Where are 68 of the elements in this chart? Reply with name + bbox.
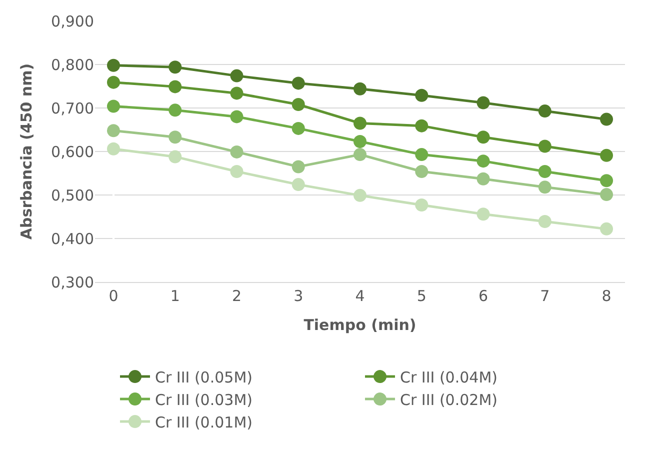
point [476, 96, 490, 110]
point [292, 98, 305, 112]
point [168, 80, 182, 94]
legend-label: Cr III (0.03M) [155, 390, 252, 409]
point [292, 122, 305, 135]
x-tick-label: 1 [170, 287, 180, 305]
point [538, 215, 552, 228]
x-tick-label: 7 [540, 287, 550, 305]
point [106, 58, 120, 72]
x-tick-label: 8 [602, 287, 612, 305]
point [168, 150, 182, 164]
y-tick-label: 0,400 [51, 230, 94, 248]
point [415, 165, 428, 178]
point [168, 60, 182, 74]
point [292, 76, 305, 90]
point [354, 135, 366, 148]
legend-label: Cr III (0.05M) [155, 368, 252, 386]
point [415, 88, 428, 102]
point [106, 76, 120, 89]
point [476, 130, 490, 144]
point [168, 130, 182, 144]
point [230, 110, 244, 124]
point [600, 148, 614, 162]
x-tick-label: 6 [478, 287, 488, 305]
point [230, 165, 244, 178]
y-tick-label: 0,900 [51, 12, 94, 30]
y-tick-label: 0,700 [51, 99, 94, 118]
point [538, 165, 552, 178]
point [106, 142, 120, 156]
legend-label: Cr III (0.01M) [155, 413, 252, 432]
point [354, 82, 366, 96]
point [292, 178, 305, 192]
x-tick-label: 3 [294, 287, 304, 305]
point [106, 124, 120, 138]
point [600, 222, 614, 236]
point [354, 148, 366, 162]
point [106, 100, 120, 113]
x-tick-label: 0 [108, 287, 118, 305]
y-tick-label: 0,500 [51, 186, 94, 204]
y-tick-label: 0,800 [51, 56, 94, 74]
legend-label: Cr III (0.02M) [400, 390, 498, 409]
point [600, 174, 614, 188]
legend-label: Cr III (0.04M) [400, 368, 498, 386]
point [354, 188, 366, 202]
point [538, 104, 552, 118]
point [600, 112, 614, 126]
x-tick-label: 5 [416, 287, 426, 305]
point [476, 172, 490, 186]
point [354, 116, 366, 130]
point [415, 148, 428, 162]
point [538, 140, 552, 153]
point [415, 119, 428, 132]
y-tick-label: 0,300 [51, 273, 94, 292]
point [230, 86, 244, 100]
x-tick-label: 4 [355, 287, 365, 305]
point [600, 188, 614, 202]
x-tick-label: 2 [232, 287, 242, 305]
point [415, 198, 428, 212]
y-axis-title: Absrbancia (450 nm) [17, 63, 36, 240]
point [230, 145, 244, 158]
point [476, 208, 490, 221]
point [230, 69, 244, 82]
x-axis-title: Tiempo (min) [304, 316, 416, 334]
point [538, 180, 552, 194]
point [292, 160, 305, 174]
y-tick-label: 0,600 [51, 142, 94, 161]
point [476, 154, 490, 168]
point [168, 104, 182, 117]
